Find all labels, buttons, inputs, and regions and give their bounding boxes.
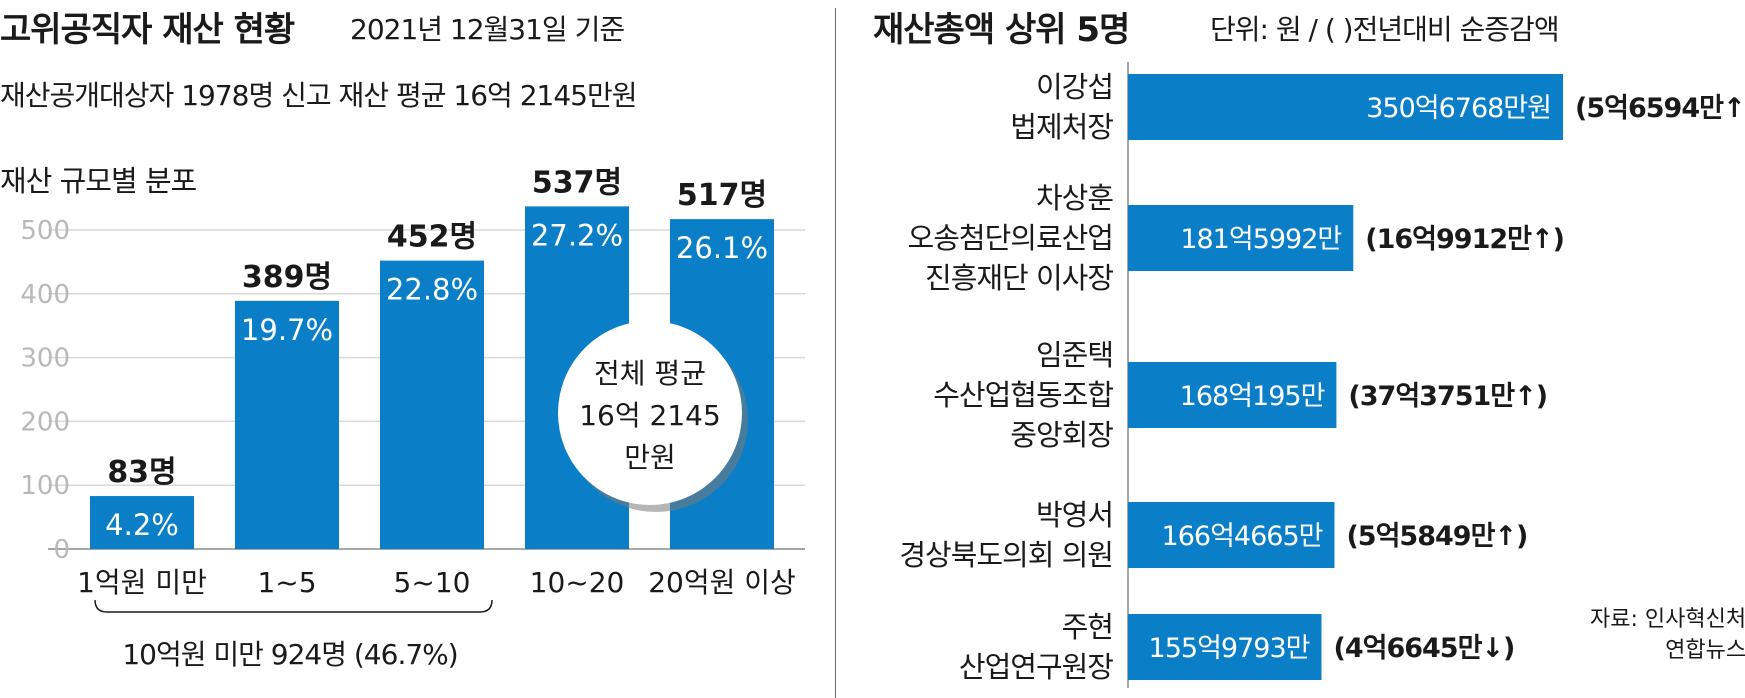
y-tick-label: 400	[20, 280, 70, 310]
bar-count-label: 389명	[242, 260, 332, 295]
summary-text: 재산공개대상자 1978명 신고 재산 평균 16억 2145만원	[0, 79, 637, 112]
hbar-change-label: (37억3751만↑)	[1348, 381, 1547, 412]
y-tick-label: 0	[53, 535, 70, 565]
person-label: 주현	[1062, 610, 1113, 644]
right-chart-title: 재산총액 상위 5명	[873, 10, 1130, 50]
y-tick-label: 200	[20, 407, 70, 437]
hbar	[1128, 74, 1563, 140]
hbar	[1128, 502, 1335, 568]
x-category-label: 10~20	[530, 566, 625, 599]
hbar-change-label: (16억9912만↑)	[1365, 224, 1564, 255]
x-category-label: 1~5	[257, 566, 316, 599]
bar-percent-label: 27.2%	[531, 218, 623, 252]
y-tick-label: 300	[20, 344, 70, 374]
hbar-value-label: 166억4665만	[1162, 521, 1323, 552]
hbar	[1128, 362, 1337, 428]
hbar-value-label: 168억195만	[1180, 381, 1325, 412]
person-label: 박영서	[1036, 498, 1113, 532]
average-bubble-text: 전체 평균	[594, 357, 706, 390]
person-label: 수산업협동조합	[933, 378, 1113, 412]
person-label: 법제처장	[1010, 110, 1113, 144]
y-tick-label: 100	[20, 471, 70, 501]
hbar-value-label: 350억6768만원	[1366, 93, 1551, 124]
person-label: 진흥재단 이사장	[925, 261, 1113, 295]
average-bubble	[558, 321, 742, 505]
person-label: 차상훈	[1036, 181, 1113, 215]
chart-subtitle: 2021년 12월31일 기준	[350, 13, 625, 46]
bar	[235, 300, 339, 549]
bar-percent-label: 26.1%	[676, 231, 768, 265]
hbar-value-label: 155억9793만	[1149, 633, 1310, 664]
source-credit: 자료: 인사혁신처 연합뉴스	[1590, 604, 1745, 666]
bracket-line	[94, 599, 493, 613]
average-bubble-text: 만원	[624, 441, 676, 474]
bar-count-label: 452명	[387, 220, 477, 255]
bar-count-label: 537명	[532, 165, 622, 200]
bar-percent-label: 19.7%	[241, 313, 333, 347]
y-tick-label: 500	[20, 216, 70, 246]
right-chart-unit: 단위: 원 / ( )전년대비 순증감액	[1210, 13, 1560, 46]
person-label: 이강섭	[1036, 70, 1113, 104]
average-bubble-text: 16억 2145	[579, 399, 721, 432]
person-label: 중앙회장	[1010, 418, 1113, 452]
bar-count-label: 517명	[677, 178, 767, 213]
chart-title: 고위공직자 재산 현황	[0, 10, 295, 50]
person-label: 오송첨단의료산업	[908, 221, 1113, 255]
hbar	[1128, 614, 1322, 680]
bar-count-label: 83명	[107, 455, 176, 490]
x-category-label: 5~10	[394, 566, 471, 599]
hbar-change-label: (5억6594만↑)	[1575, 93, 1745, 124]
person-label: 임준택	[1036, 338, 1113, 372]
hbar-value-label: 181억5992만	[1180, 224, 1341, 255]
bar-percent-label: 22.8%	[386, 273, 478, 307]
bar	[90, 496, 194, 549]
bar-percent-label: 4.2%	[105, 508, 179, 542]
hbar	[1128, 205, 1354, 271]
person-label: 산업연구원장	[959, 650, 1113, 684]
divider	[835, 8, 836, 698]
distribution-label: 재산 규모별 분포	[0, 164, 197, 198]
x-category-label: 1억원 미만	[77, 566, 207, 599]
person-label: 경상북도의회 의원	[899, 538, 1113, 572]
bar	[380, 260, 484, 549]
x-category-label: 20억원 이상	[648, 566, 796, 599]
source-line: 자료: 인사혁신처	[1590, 607, 1745, 632]
hbar-change-label: (4억6645만↓)	[1333, 633, 1514, 664]
hbar-change-label: (5억5849만↑)	[1346, 521, 1527, 552]
bracket-label: 10억원 미만 924명 (46.7%)	[122, 638, 457, 671]
agency-line: 연합뉴스	[1665, 638, 1745, 663]
